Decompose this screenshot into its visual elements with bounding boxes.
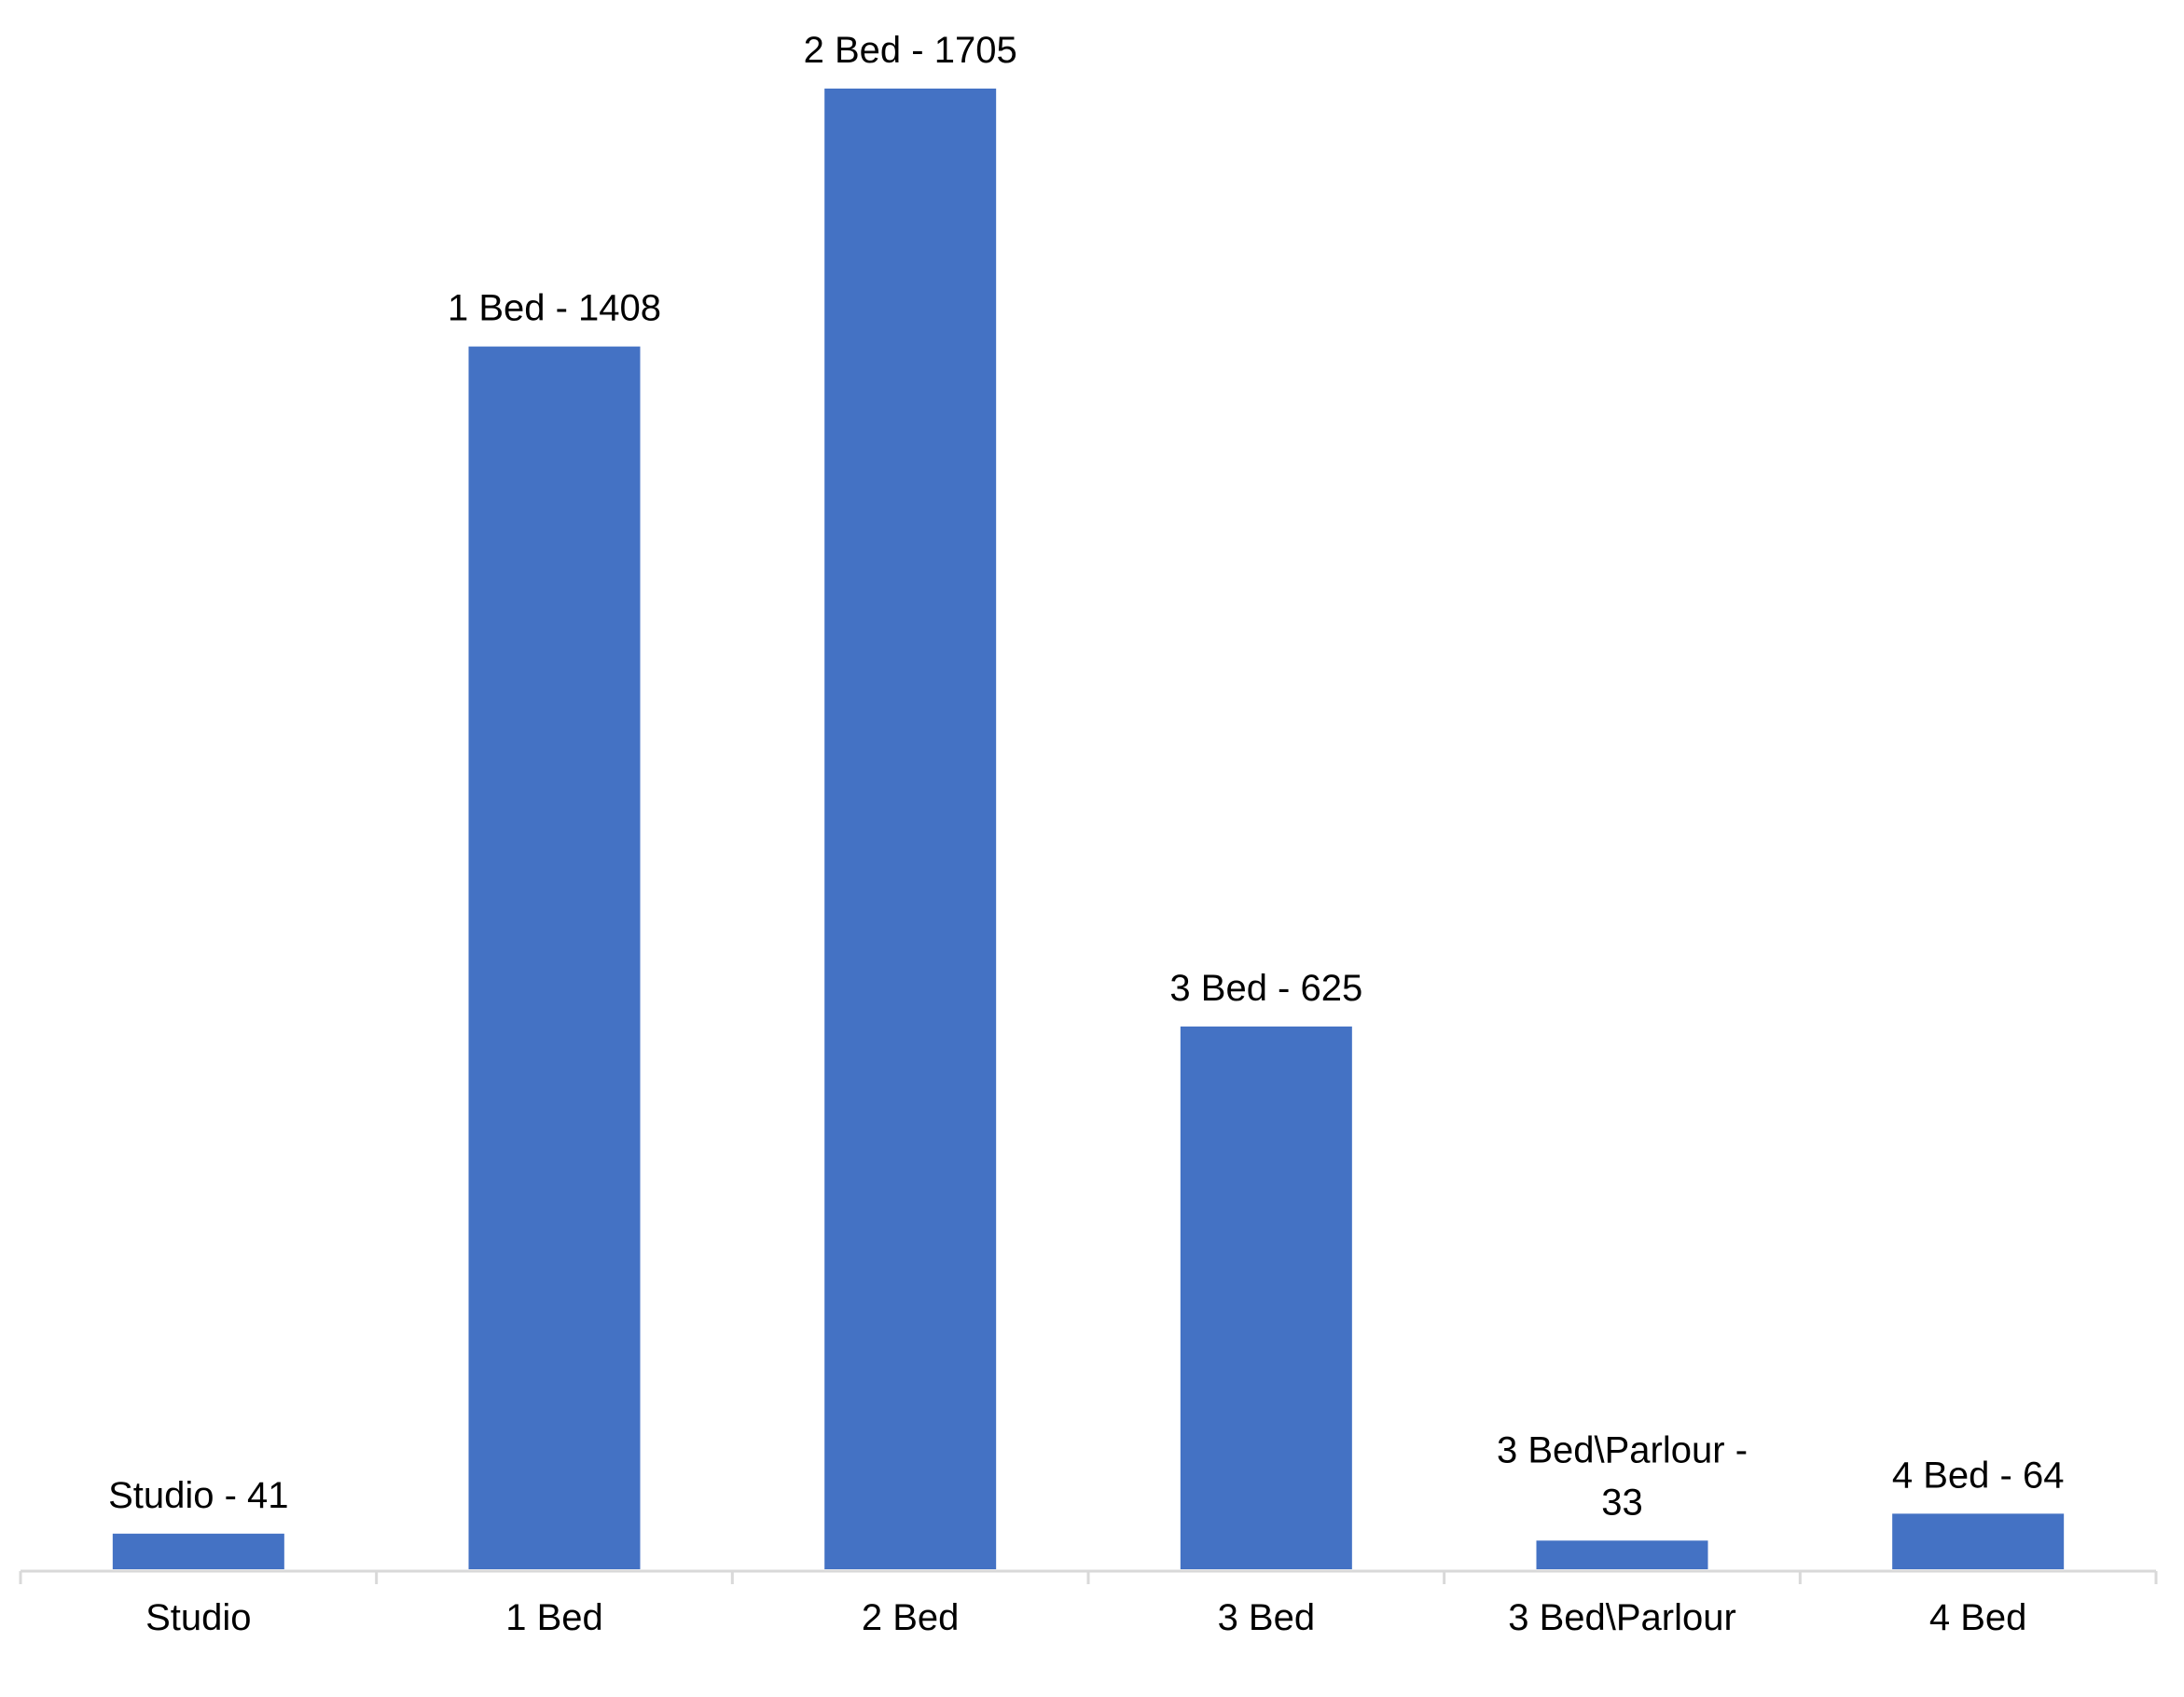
category-label-2: 2 Bed — [862, 1597, 960, 1638]
bar-2 — [824, 89, 997, 1569]
data-label-3: 3 Bed - 625 — [1169, 968, 1362, 1009]
data-labels-layer: Studio - 41 1 Bed - 1408 2 Bed - 1705 3 Bed… — [108, 30, 2064, 1523]
bar-4 — [1536, 1540, 1708, 1569]
bar-3 — [1180, 1026, 1352, 1569]
bar-5 — [1892, 1513, 2065, 1569]
category-label-4: 3 Bed\Parlour — [1508, 1597, 1736, 1638]
bar-0 — [112, 1533, 284, 1569]
data-label-1: 1 Bed - 1408 — [448, 288, 661, 329]
data-label-4-line-0: 3 Bed\Parlour - — [1497, 1429, 1748, 1470]
category-label-1: 1 Bed — [505, 1597, 603, 1638]
category-label-5: 4 Bed — [1929, 1597, 2027, 1638]
category-labels-layer: Studio 1 Bed 2 Bed 3 Bed 3 Bed\Parlour 4 Bed — [145, 1597, 2026, 1638]
category-label-0: Studio — [145, 1597, 251, 1638]
bars-layer — [112, 89, 2065, 1569]
data-label-2: 2 Bed - 1705 — [804, 30, 1017, 71]
category-label-3: 3 Bed — [1218, 1597, 1316, 1638]
data-label-0: Studio - 41 — [108, 1475, 288, 1516]
data-label-5: 4 Bed - 64 — [1892, 1455, 2065, 1496]
x-axis — [19, 1569, 2158, 1584]
bar-1 — [468, 346, 641, 1569]
data-label-4-line-1: 33 — [1601, 1482, 1643, 1523]
